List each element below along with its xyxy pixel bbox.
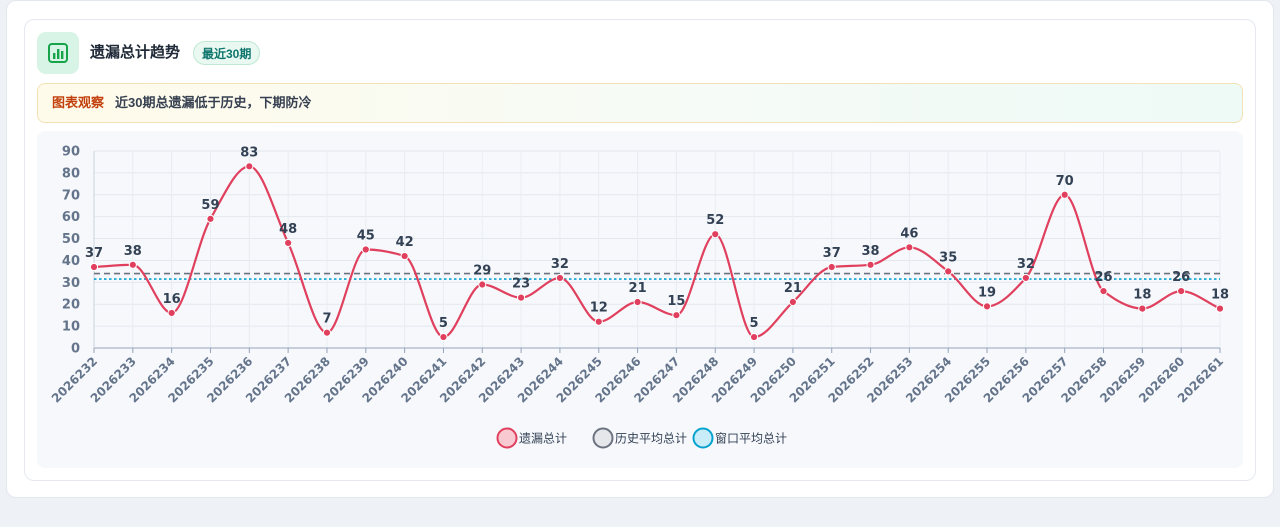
reference-lines	[94, 272, 1220, 280]
data-points	[89, 162, 1225, 342]
data-point	[944, 267, 953, 276]
y-tick-label: 60	[62, 210, 80, 225]
legend-label: 遗漏总计	[519, 432, 567, 446]
data-point	[322, 328, 332, 337]
data-point	[1215, 304, 1225, 313]
y-tick-label: 10	[62, 320, 80, 335]
data-point	[245, 162, 254, 171]
data-label: 19	[978, 285, 996, 300]
data-label: 7	[322, 312, 331, 327]
data-point	[866, 260, 875, 269]
data-point	[167, 308, 176, 318]
data-point	[1060, 190, 1069, 199]
data-point	[1177, 286, 1186, 296]
period-badge: 最近30期	[193, 41, 261, 65]
series-lines	[93, 165, 1221, 339]
data-label: 38	[124, 244, 142, 259]
y-tick-label: 80	[62, 166, 80, 181]
data-point	[284, 238, 293, 248]
legend: 遗漏总计 历史平均总计 窗口平均总计	[496, 427, 787, 449]
y-tick-label: 50	[62, 232, 80, 247]
data-point	[982, 302, 992, 311]
data-label: 37	[823, 246, 841, 261]
data-point	[361, 245, 370, 254]
data-label: 26	[1094, 270, 1112, 285]
data-point	[555, 273, 565, 283]
legend-marker	[592, 427, 614, 449]
data-label: 23	[512, 277, 530, 292]
legend-label: 窗口平均总计	[715, 432, 787, 446]
data-label: 38	[862, 244, 880, 259]
data-label: 5	[750, 316, 759, 331]
data-label: 18	[1133, 288, 1151, 303]
chart-area: 0 10 20 30 40 50 60 70 80 90 2026232 2026233 2026234…	[37, 131, 1243, 468]
data-point	[1138, 304, 1147, 313]
data-point	[206, 214, 215, 223]
y-tick-label: 20	[62, 298, 80, 313]
data-point	[711, 230, 720, 239]
data-labels: 37 38 16 59 83 48 7 45 42 5 29 23 32 12 21 15 52 5 21 37 38 4…	[85, 145, 1229, 331]
data-point	[594, 317, 603, 326]
data-point	[400, 251, 409, 261]
card-title: 遗漏总计趋势	[90, 44, 181, 61]
data-point	[89, 262, 99, 272]
data-label: 37	[85, 246, 103, 261]
data-label: 26	[1172, 270, 1190, 285]
data-point	[517, 293, 526, 302]
y-tick-label: 70	[62, 188, 80, 203]
data-point	[905, 243, 914, 252]
data-point	[1021, 273, 1030, 283]
insight-label: 图表观察	[52, 95, 105, 110]
data-label: 35	[939, 250, 957, 265]
legend-marker	[496, 427, 518, 449]
legend-label: 历史平均总计	[615, 432, 687, 446]
data-label: 15	[667, 294, 685, 309]
data-label: 48	[279, 222, 297, 237]
series-line-遗漏总计	[93, 165, 1221, 339]
data-label: 32	[1017, 257, 1035, 272]
data-point	[749, 332, 759, 342]
data-point	[128, 260, 137, 269]
y-tick-label: 90	[62, 145, 80, 160]
data-label: 21	[784, 281, 802, 296]
data-label: 16	[163, 292, 181, 307]
data-label: 45	[357, 229, 375, 244]
data-label: 52	[706, 213, 724, 228]
data-point	[1099, 286, 1108, 296]
data-label: 29	[473, 264, 491, 279]
data-label: 70	[1056, 174, 1074, 189]
data-point	[788, 297, 797, 307]
legend-marker	[692, 427, 714, 449]
data-point	[672, 311, 681, 320]
data-point	[478, 280, 487, 289]
data-label: 18	[1211, 288, 1229, 303]
data-point	[827, 262, 836, 272]
data-label: 42	[396, 235, 414, 250]
y-tick-label: 40	[62, 254, 80, 269]
data-label: 59	[201, 198, 219, 213]
line-chart: 0102030405060708090202623220262332026234…	[49, 145, 1229, 449]
bar-chart-icon	[37, 32, 79, 74]
data-label: 12	[590, 301, 608, 316]
data-label: 46	[900, 226, 918, 241]
data-point	[633, 297, 642, 307]
data-label: 32	[551, 257, 569, 272]
data-point	[439, 332, 448, 342]
data-label: 21	[629, 281, 647, 296]
data-label: 5	[439, 316, 448, 331]
insight-banner: 图表观察 近30期总遗漏低于历史，下期防冷	[37, 83, 1243, 123]
data-label: 83	[240, 145, 258, 160]
insight-text: 近30期总遗漏低于历史，下期防冷	[115, 95, 312, 110]
y-tick-label: 0	[71, 342, 80, 357]
y-tick-label: 30	[62, 276, 80, 291]
